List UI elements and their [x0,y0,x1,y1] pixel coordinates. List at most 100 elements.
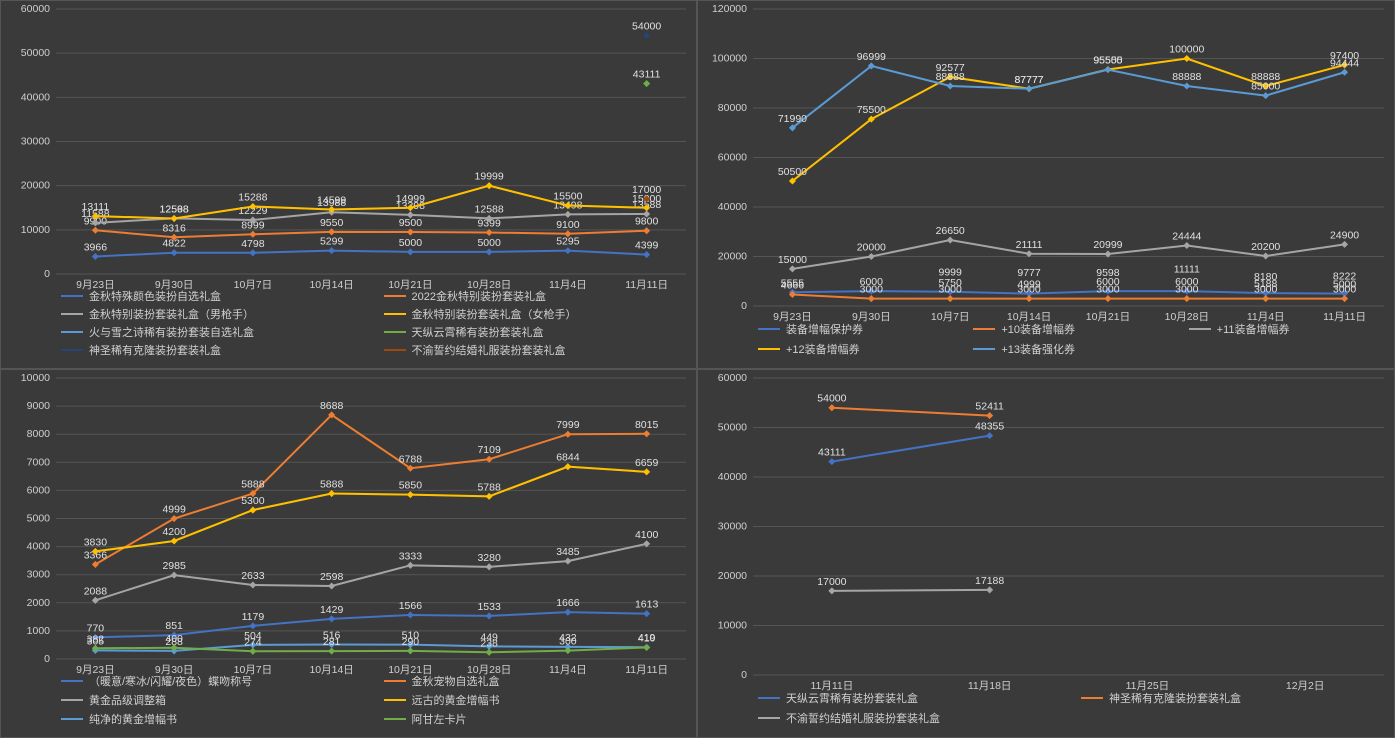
svg-text:1429: 1429 [320,604,344,616]
data-marker [828,404,835,411]
legend-item: 黄金品级调整箱 [61,692,364,709]
svg-text:12588: 12588 [475,203,504,215]
legend-swatch [384,718,406,720]
chart-plot-br: 010000200003000040000500006000011月11日11月… [698,370,1394,697]
svg-text:5295: 5295 [556,236,580,248]
svg-text:3333: 3333 [399,550,423,562]
svg-text:10000: 10000 [718,620,747,632]
legend-swatch [384,331,406,333]
svg-text:3000: 3000 [1017,284,1041,296]
svg-text:19999: 19999 [475,171,504,183]
data-marker [407,562,414,569]
svg-text:60000: 60000 [718,372,747,384]
legend-item: +10装备增幅券 [973,320,1168,338]
legend-label: 黄金品级调整箱 [89,692,166,708]
legend-item: 不渝誓约结婚礼服装扮套装礼盒 [758,709,1061,727]
data-marker [564,463,571,470]
svg-text:85000: 85000 [1251,81,1280,93]
legend-swatch [973,328,995,330]
data-marker [486,248,493,255]
svg-text:6000: 6000 [27,484,51,496]
svg-text:100000: 100000 [1169,44,1204,56]
svg-text:8688: 8688 [320,400,344,412]
svg-text:281: 281 [323,636,341,648]
data-marker [249,581,256,588]
legend-item: 不渝誓约结婚礼服装扮套装礼盒 [384,342,687,358]
svg-text:43111: 43111 [818,447,846,459]
legend-swatch [384,313,406,315]
data-marker [486,649,493,656]
svg-text:7109: 7109 [477,444,501,456]
svg-text:7000: 7000 [27,456,51,468]
svg-text:9000: 9000 [27,400,51,412]
legend-label: 火与雪之诗稀有装扮套装自选礼盒 [89,324,254,340]
svg-text:2598: 2598 [320,571,344,583]
legend-item: 神圣稀有克隆装扮套装礼盒 [61,342,364,358]
svg-text:1666: 1666 [556,597,580,609]
chart-plot-bl: 0100020003000400050006000700080009000100… [1,370,696,681]
data-marker [171,249,178,256]
svg-text:4666: 4666 [781,279,805,291]
legend-label: 金秋特殊颜色装扮自选礼盒 [89,288,221,304]
data-marker [1262,295,1269,302]
legend-label: 神圣稀有克隆装扮套装礼盒 [1109,690,1241,706]
legend-swatch [61,699,83,701]
svg-text:2088: 2088 [84,585,108,597]
svg-text:3000: 3000 [27,569,51,581]
legend-swatch [973,348,995,350]
data-marker [171,215,178,222]
legend-item: 天纵云霄稀有装扮套装礼盒 [758,689,1061,707]
svg-text:5000: 5000 [477,237,501,249]
legend-item: 火与雪之诗稀有装扮套装自选礼盒 [61,324,364,340]
svg-text:410: 410 [638,632,656,644]
data-marker [868,253,875,260]
legend-label: 阿甘左卡片 [412,711,467,727]
legend-label: 金秋特别装扮套装礼盒（女枪手） [412,306,577,322]
data-marker [1026,295,1033,302]
svg-text:2985: 2985 [162,560,186,572]
data-marker [486,493,493,500]
svg-text:3000: 3000 [1175,284,1199,296]
data-marker [564,431,571,438]
data-marker [986,412,993,419]
legend-item: 金秋特殊颜色装扮自选礼盒 [61,288,364,304]
svg-text:94444: 94444 [1330,57,1359,69]
legend-item: 装备增幅保护券 [758,320,953,338]
legend-label: 天纵云霄稀有装扮套装礼盒 [786,690,918,706]
legend-swatch [1189,328,1211,330]
svg-text:10000: 10000 [21,224,50,236]
legend-item: 神圣稀有克隆装扮套装礼盒 [1081,689,1384,707]
svg-text:24444: 24444 [1172,231,1201,243]
chart-grid: 01000020000300004000050000600009月23日9月30… [0,0,1395,738]
svg-text:20000: 20000 [718,570,747,582]
legend-item: 远古的黄金增幅书 [384,692,687,709]
svg-text:7999: 7999 [556,419,580,431]
data-marker [986,432,993,439]
svg-text:40000: 40000 [21,91,50,103]
svg-text:6659: 6659 [635,457,659,469]
data-marker [947,237,954,244]
legend-label: +12装备增幅券 [786,341,860,357]
svg-text:4798: 4798 [241,238,265,250]
data-marker [1104,66,1111,73]
series-line [832,408,990,416]
legend-label: +13装备强化券 [1001,341,1075,357]
legend-item: 金秋特别装扮套装礼盒（男枪手） [61,306,364,322]
legend-swatch [384,699,406,701]
chart-panel-br: 010000200003000040000500006000011月11日11月… [697,369,1395,738]
svg-text:95500: 95500 [1093,55,1122,67]
svg-text:6788: 6788 [399,453,423,465]
legend-label: 天纵云霄稀有装扮套装礼盒 [412,324,544,340]
legend-swatch [61,680,83,682]
svg-text:13111: 13111 [82,201,110,213]
legend-item: +13装备强化券 [973,340,1168,358]
legend-label: （暖意/寒冰/闪耀/夜色）蝶吻称号 [89,673,252,689]
svg-text:3000: 3000 [939,284,963,296]
svg-text:1179: 1179 [242,611,265,623]
legend-swatch [61,295,83,297]
svg-text:48355: 48355 [975,421,1004,433]
chart-panel-tr: 0200004000060000800001000001200009月23日9月… [697,0,1395,369]
legend-swatch [1081,697,1103,699]
svg-text:5888: 5888 [241,479,265,491]
data-marker [564,647,571,654]
